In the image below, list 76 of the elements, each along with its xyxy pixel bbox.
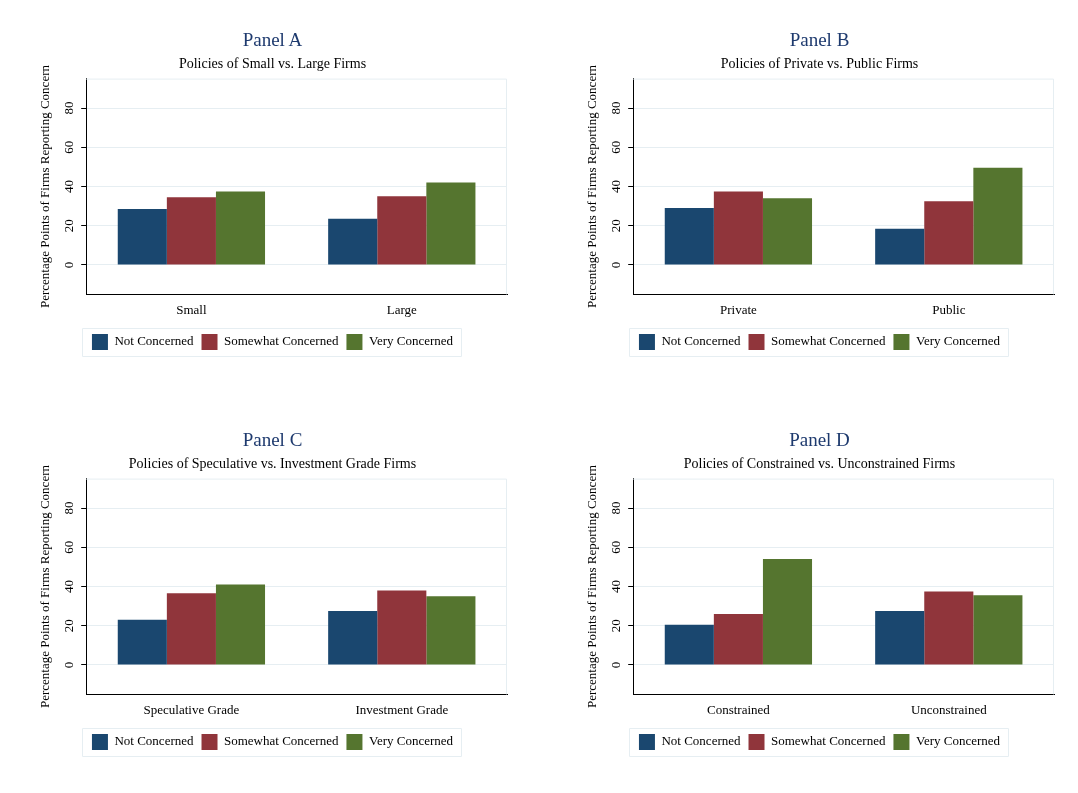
chart-title: Panel B: [789, 29, 850, 51]
x-tick-label: Constrained: [706, 701, 771, 717]
legend-label: Very Concerned: [368, 333, 454, 349]
bar: [664, 624, 714, 665]
y-tick-label: 20: [608, 619, 624, 633]
y-tick-label: 40: [608, 180, 624, 193]
y-tick-label: 40: [608, 580, 624, 593]
bar: [328, 218, 378, 265]
chart-subtitle: Policies of Private vs. Public Firms: [720, 55, 919, 71]
y-tick-label: 0: [61, 661, 77, 669]
bar: [875, 228, 925, 265]
y-tick-label: 40: [61, 180, 77, 193]
y-tick-label: 80: [608, 101, 624, 115]
y-tick-label: 60: [61, 540, 77, 554]
bar: [328, 611, 378, 665]
bar: [166, 593, 216, 665]
y-axis-title: Percentage Points of Firms Reporting Concern: [37, 464, 53, 708]
y-tick-label: 20: [61, 219, 77, 233]
legend-label: Somewhat Concerned: [224, 333, 339, 349]
bar: [117, 209, 167, 265]
chart-subtitle: Policies of Speculative vs. Investment Grade Firms: [128, 455, 417, 471]
y-tick-label: 60: [608, 540, 624, 554]
legend-label: Somewhat Concerned: [771, 333, 886, 349]
y-tick-label: 80: [61, 501, 77, 515]
chart-subtitle: Policies of Constrained vs. Unconstrained Firms: [683, 455, 956, 471]
y-tick-label: 80: [608, 501, 624, 515]
y-tick-label: 60: [608, 140, 624, 154]
bar: [924, 201, 974, 265]
y-axis-title: Percentage Points of Firms Reporting Concern: [37, 64, 53, 308]
x-tick-label: Private: [719, 301, 758, 317]
y-tick-label: 0: [61, 261, 77, 269]
y-tick-label: 60: [61, 140, 77, 154]
y-axis-title: Percentage Points of Firms Reporting Concern: [584, 464, 600, 708]
y-axis-title: Percentage Points of Firms Reporting Concern: [584, 64, 600, 308]
legend-label: Very Concerned: [915, 733, 1001, 749]
bar: [166, 197, 216, 265]
bar: [762, 198, 813, 265]
bar: [664, 208, 714, 265]
chart-title: Panel C: [242, 429, 303, 451]
bar: [377, 590, 427, 665]
bar: [762, 559, 813, 665]
bar: [713, 191, 763, 265]
bar: [973, 595, 1023, 665]
legend-label: Very Concerned: [915, 333, 1001, 349]
legend-label: Not Concerned: [661, 333, 742, 349]
chart-title: Panel A: [242, 29, 303, 51]
bar: [924, 591, 974, 665]
bar: [875, 611, 925, 665]
chart-title: Panel D: [789, 429, 850, 451]
x-tick-label: Public: [932, 301, 966, 317]
legend-label: Somewhat Concerned: [224, 733, 339, 749]
y-tick-label: 0: [608, 661, 624, 669]
legend-label: Very Concerned: [368, 733, 454, 749]
legend-label: Not Concerned: [114, 733, 195, 749]
y-tick-label: 80: [61, 101, 77, 115]
bar: [426, 182, 476, 265]
bar: [117, 619, 167, 665]
bar: [426, 596, 476, 665]
legend-label: Not Concerned: [661, 733, 742, 749]
y-tick-label: 0: [608, 261, 624, 269]
y-tick-label: 20: [61, 619, 77, 633]
x-tick-label: Small: [176, 301, 207, 317]
chart-subtitle: Policies of Small vs. Large Firms: [178, 55, 367, 71]
y-tick-label: 20: [608, 219, 624, 233]
bar: [215, 584, 266, 665]
bar: [377, 196, 427, 265]
bar: [215, 191, 266, 265]
legend-label: Somewhat Concerned: [771, 733, 886, 749]
x-tick-label: Large: [386, 301, 418, 317]
x-tick-label: Investment Grade: [355, 701, 449, 717]
y-tick-label: 40: [61, 580, 77, 593]
x-tick-label: Unconstrained: [910, 701, 988, 717]
bar: [973, 167, 1023, 265]
bar: [713, 613, 763, 665]
x-tick-label: Speculative Grade: [143, 701, 240, 717]
legend-label: Not Concerned: [114, 333, 195, 349]
